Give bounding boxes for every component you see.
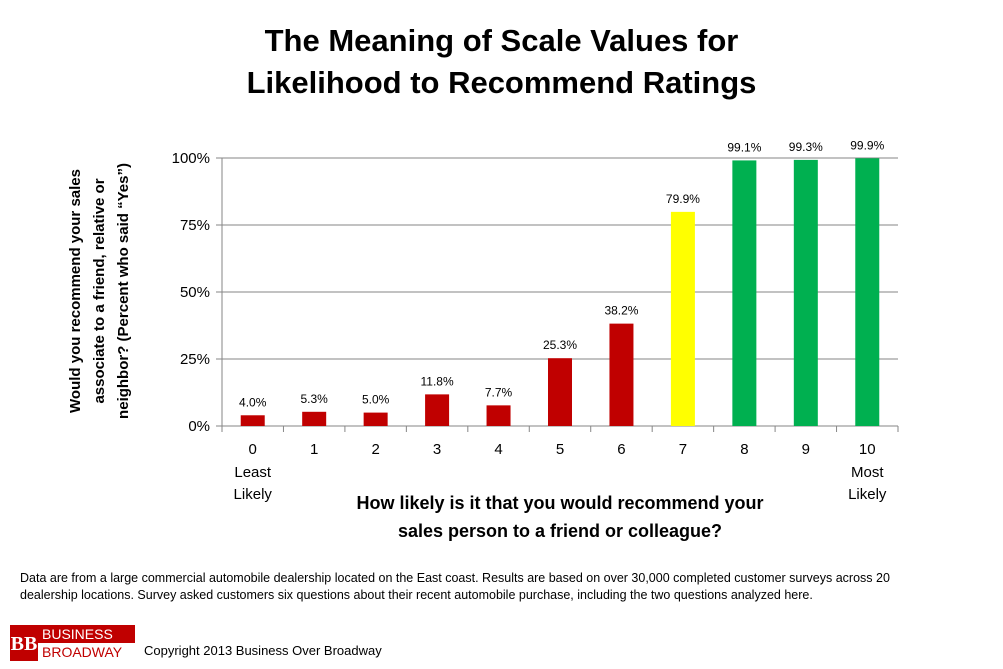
bar-chart: 0% 25% 50% 75% 100% 4.0% 0 Least Likely 5.3% 1 5.0%… — [67, 138, 899, 541]
data-label: 4.0% — [239, 395, 267, 409]
x-tick-label: 4 — [494, 441, 502, 458]
bar — [732, 160, 757, 427]
x-tick-label: 3 — [433, 441, 441, 458]
data-label: 25.3% — [543, 338, 577, 352]
y-axis-title: Would you recommend your sales — [67, 169, 84, 413]
bar — [609, 323, 634, 426]
x-tick-sublabel: Most — [851, 464, 884, 481]
x-tick-label: 8 — [740, 441, 748, 458]
data-label: 5.0% — [362, 393, 390, 407]
bar — [670, 211, 695, 426]
bar — [240, 415, 265, 426]
chart-title-line-1: The Meaning of Scale Values for — [264, 23, 739, 58]
chart-title: The Meaning of Scale Values for Likeliho… — [0, 20, 1003, 104]
y-tick-label: 75% — [180, 217, 210, 234]
data-label: 5.3% — [301, 392, 329, 406]
bar — [855, 158, 880, 426]
data-label: 38.2% — [604, 304, 638, 318]
data-label: 99.1% — [727, 140, 761, 154]
bar — [486, 405, 511, 426]
x-tick-label: 7 — [679, 441, 687, 458]
x-tick-label: 6 — [617, 441, 625, 458]
logo-line-1: BUSINESS — [42, 626, 113, 642]
x-tick-label: 5 — [556, 441, 564, 458]
x-tick-sublabel: Likely — [234, 486, 273, 503]
x-tick-sublabel: Least — [234, 464, 272, 481]
y-tick-label: 100% — [172, 150, 210, 167]
bar — [363, 412, 388, 426]
data-label: 7.7% — [485, 385, 513, 399]
logo-mark-background — [10, 625, 38, 661]
x-tick-label: 2 — [371, 441, 379, 458]
x-axis-title: sales person to a friend or colleague? — [398, 521, 722, 541]
x-tick-label: 10 — [859, 441, 876, 458]
y-axis-title: associate to a friend, relative or — [91, 178, 108, 403]
logo-top-band — [38, 625, 135, 643]
logo-line-2: BROADWAY — [42, 644, 123, 660]
bar — [302, 411, 327, 426]
bar — [425, 394, 450, 426]
footnote-line-2: dealership locations. Survey asked custo… — [20, 588, 813, 602]
x-tick-label: 1 — [310, 441, 318, 458]
x-tick-sublabel: Likely — [848, 486, 887, 503]
x-tick-label: 9 — [802, 441, 810, 458]
footnote: Data are from a large commercial automob… — [20, 570, 990, 604]
data-label: 99.9% — [850, 138, 884, 152]
y-axis-title: neighbor? (Percent who said “Yes”) — [115, 163, 132, 419]
logo-mark: BB — [11, 633, 38, 655]
footnote-line-1: Data are from a large commercial automob… — [20, 571, 890, 585]
x-axis-title: How likely is it that you would recommen… — [356, 493, 763, 513]
copyright-text: Copyright 2013 Business Over Broadway — [144, 643, 382, 658]
data-label: 79.9% — [666, 192, 700, 206]
chart-title-line-2: Likelihood to Recommend Ratings — [246, 65, 757, 100]
bar — [793, 159, 818, 426]
x-tick-label: 0 — [249, 441, 257, 458]
y-tick-label: 25% — [180, 351, 210, 368]
y-tick-label: 50% — [180, 284, 210, 301]
data-label: 99.3% — [789, 140, 823, 154]
y-tick-label: 0% — [188, 418, 210, 435]
data-label: 11.8% — [421, 374, 454, 388]
bar — [548, 358, 572, 426]
business-broadway-logo: BB BUSINESS BROADWAY — [10, 625, 135, 661]
